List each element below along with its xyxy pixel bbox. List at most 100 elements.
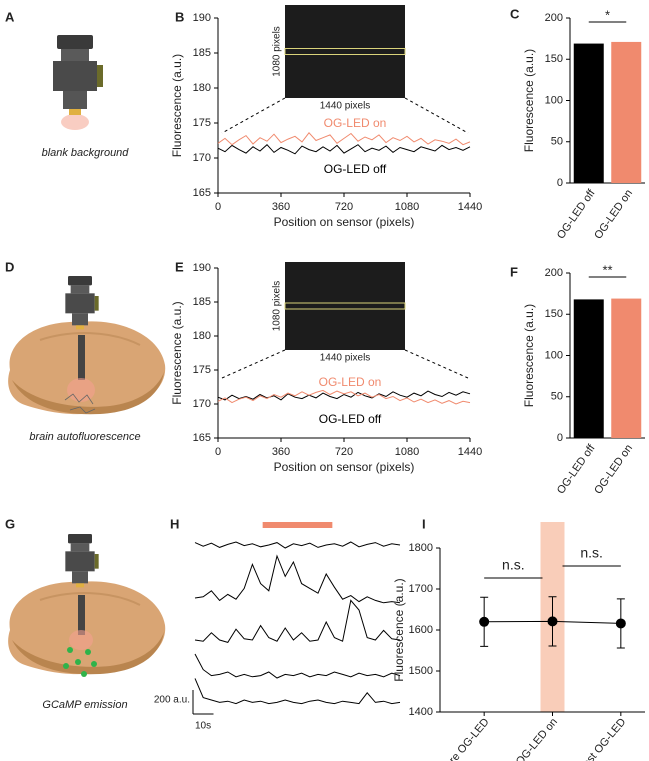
y-tick-label: 190 — [193, 12, 211, 24]
y-tick-label: 175 — [193, 117, 211, 129]
y-tick-label: 100 — [545, 94, 563, 106]
trace — [194, 599, 401, 643]
caption: blank background — [42, 147, 130, 159]
panel-letter: E — [175, 259, 184, 274]
x-tick-label: 0 — [215, 446, 221, 458]
panel-letter: F — [510, 264, 518, 279]
bar — [611, 298, 642, 438]
y-tick-label: 175 — [193, 364, 211, 376]
series-label: OG-LED on — [319, 375, 382, 389]
stimulus-bar — [262, 522, 333, 528]
illustration-g — [7, 534, 167, 677]
y-tick-label: 50 — [551, 136, 563, 148]
zoom-line — [404, 349, 469, 379]
inset-height-label: 1080 pixels — [272, 26, 283, 77]
series-line — [217, 389, 471, 405]
significance-label: * — [605, 7, 610, 22]
panel-letter: G — [5, 516, 15, 531]
caption: GCaMP emission — [42, 699, 127, 711]
ns-label: n.s. — [580, 545, 603, 561]
scale-bar-x-label: 10s — [195, 721, 211, 732]
panel-letter: I — [422, 516, 426, 531]
y-tick-label: 1400 — [409, 706, 433, 718]
series-label: OG-LED on — [324, 116, 387, 130]
series-label: OG-LED off — [319, 412, 382, 426]
x-axis-label: Position on sensor (pixels) — [274, 460, 415, 474]
zoom-line — [404, 97, 469, 134]
sensor-row — [284, 302, 406, 310]
illustration-d — [7, 276, 167, 416]
x-tick-label: 360 — [272, 201, 290, 213]
x-tick-label: 1440 — [458, 201, 482, 213]
y-tick-label: 1600 — [409, 624, 433, 636]
y-axis-label: Fluorescence (a.u.) — [522, 49, 536, 152]
y-tick-label: 1500 — [409, 665, 433, 677]
caption: brain autofluorescence — [29, 431, 140, 443]
x-tick-label: 1080 — [395, 446, 419, 458]
trace — [194, 653, 401, 679]
x-tick-label: pre OG-LED — [443, 716, 492, 761]
mean-point — [547, 616, 558, 627]
y-tick-label: 170 — [193, 152, 211, 164]
y-tick-label: 0 — [557, 177, 563, 189]
significance-label: ** — [602, 262, 612, 277]
mean-point — [615, 618, 626, 629]
zoom-line — [221, 97, 286, 134]
panel-letter: H — [170, 516, 179, 531]
y-tick-label: 200 — [545, 12, 563, 24]
zoom-line — [221, 349, 286, 379]
y-tick-label: 150 — [545, 53, 563, 65]
x-tick-label: post OG-LED — [577, 716, 629, 761]
y-tick-label: 165 — [193, 432, 211, 444]
x-tick-label: OG-LED on — [592, 443, 635, 497]
y-tick-label: 1800 — [409, 542, 433, 554]
bar — [573, 43, 604, 184]
series-line — [217, 390, 471, 401]
y-tick-label: 170 — [193, 398, 211, 410]
x-tick-label: 1080 — [395, 201, 419, 213]
x-tick-label: 720 — [335, 446, 353, 458]
bar — [611, 41, 642, 183]
trace — [194, 554, 401, 604]
x-tick-label: 1440 — [458, 446, 482, 458]
y-tick-label: 165 — [193, 187, 211, 199]
x-tick-label: OG-LED on — [514, 716, 560, 761]
x-tick-label: 720 — [335, 201, 353, 213]
y-axis-label: Fluorescence (a.u.) — [522, 304, 536, 407]
inset-width-label: 1440 pixels — [320, 353, 371, 364]
x-tick-label: 360 — [272, 446, 290, 458]
y-axis-label: Fluorescence (a.u.) — [170, 54, 184, 157]
y-tick-label: 0 — [557, 432, 563, 444]
panel-letter: C — [510, 6, 520, 21]
y-tick-label: 185 — [193, 296, 211, 308]
scale-bar-y-label: 200 a.u. — [154, 695, 190, 706]
y-tick-label: 1700 — [409, 583, 433, 595]
illustration-a — [53, 35, 103, 130]
sensor-image — [285, 262, 405, 350]
y-tick-label: 100 — [545, 349, 563, 361]
y-tick-label: 200 — [545, 267, 563, 279]
series-label: OG-LED off — [324, 162, 387, 176]
x-tick-label: OG-LED off — [555, 187, 598, 242]
series-line — [217, 132, 471, 146]
panel-letter: D — [5, 259, 14, 274]
y-axis-label: Fluorescence (a.u.) — [392, 578, 406, 681]
sensor-row — [284, 48, 406, 55]
inset-height-label: 1080 pixels — [272, 281, 283, 332]
y-tick-label: 50 — [551, 391, 563, 403]
panel-letter: B — [175, 9, 184, 24]
y-axis-label: Fluorescence (a.u.) — [170, 301, 184, 404]
x-tick-label: OG-LED on — [592, 188, 635, 242]
inset-width-label: 1440 pixels — [320, 101, 371, 112]
y-tick-label: 190 — [193, 262, 211, 274]
trace — [194, 541, 401, 549]
trace — [194, 678, 401, 705]
x-tick-label: 0 — [215, 201, 221, 213]
x-axis-label: Position on sensor (pixels) — [274, 215, 415, 229]
panel-letter: A — [5, 9, 15, 24]
y-tick-label: 150 — [545, 308, 563, 320]
ns-label: n.s. — [502, 557, 525, 573]
y-tick-label: 180 — [193, 330, 211, 342]
series-line — [217, 143, 471, 155]
